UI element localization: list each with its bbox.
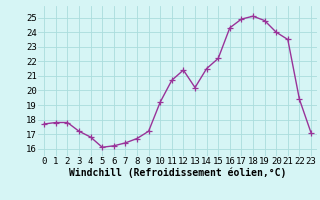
X-axis label: Windchill (Refroidissement éolien,°C): Windchill (Refroidissement éolien,°C) <box>69 168 286 178</box>
